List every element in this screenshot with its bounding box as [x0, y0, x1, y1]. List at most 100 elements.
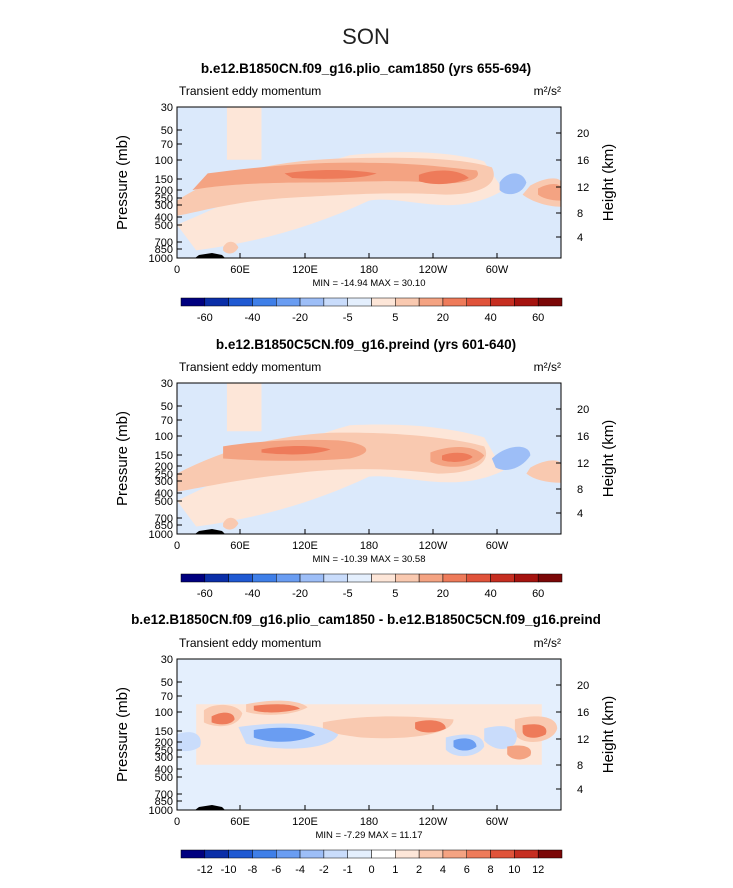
colorbar-cell [180, 849, 206, 859]
colorbar-label: -12 [197, 864, 213, 876]
contour-region [223, 241, 239, 254]
y-tick-label: 500 [155, 772, 173, 784]
colorbar-cell [514, 297, 539, 307]
colorbar-cell [418, 849, 444, 859]
colorbar-cell [276, 573, 301, 583]
units-label: m²/s² [534, 360, 561, 374]
height-tick-label: 12 [577, 182, 589, 194]
colorbar-label: -6 [271, 864, 281, 876]
colorbar-cell [537, 297, 563, 307]
x-tick-label: 180 [360, 540, 378, 552]
colorbar-cell [228, 849, 253, 859]
colorbar-cell [252, 573, 277, 583]
contour-region [284, 170, 469, 185]
y-tick-label: 200 [155, 185, 173, 197]
colorbar-cell [323, 849, 348, 859]
colorbar-label: 10 [508, 864, 520, 876]
contour-region [203, 700, 558, 742]
topography [195, 253, 225, 258]
colorbar-cell [466, 297, 491, 307]
y-tick-label: 200 [155, 461, 173, 473]
y-tick-label: 700 [155, 789, 173, 801]
y-tick-label: 30 [161, 102, 173, 114]
y-tick-label: 150 [155, 174, 173, 186]
height-tick-label: 4 [577, 784, 583, 796]
colorbar-cell [442, 297, 468, 307]
y-tick-label: 100 [155, 155, 173, 167]
y-tick-label: 50 [161, 677, 173, 689]
units-label: m²/s² [534, 84, 561, 98]
contour-region [499, 173, 527, 195]
contour-region [253, 727, 477, 751]
x-tick-label: 0 [174, 540, 180, 552]
colorbar-label: -8 [248, 864, 258, 876]
field-label: Transient eddy momentum [179, 360, 321, 374]
colorbar-cell [299, 573, 325, 583]
colorbar-cell [323, 573, 348, 583]
height-tick-label: 20 [577, 680, 589, 692]
colorbar-label: 8 [488, 864, 494, 876]
colorbar-label: -4 [295, 864, 305, 876]
min-max-stats: MIN = -14.94 MAX = 30.10 [312, 278, 425, 289]
y-tick-label: 300 [155, 476, 173, 488]
y-axis-label: Pressure (mb) [114, 411, 131, 506]
contour-region [538, 184, 561, 201]
y-tick-label: 300 [155, 200, 173, 212]
y-tick-label: 250 [155, 193, 173, 205]
colorbar-cell [466, 849, 491, 859]
contour-region [261, 446, 473, 462]
y-axis-label: Pressure (mb) [114, 135, 131, 230]
colorbar-cell [252, 297, 277, 307]
height-tick-label: 20 [577, 404, 589, 416]
field-label: Transient eddy momentum [179, 84, 321, 98]
x-tick-label: 60E [230, 264, 250, 276]
y-tick-label: 150 [155, 450, 173, 462]
colorbar-label: 5 [392, 312, 398, 324]
x-tick-label: 120E [292, 540, 318, 552]
height-tick-label: 8 [577, 484, 583, 496]
panel-title: b.e12.B1850C5CN.f09_g16.preind (yrs 601-… [216, 337, 516, 352]
y-tick-label: 30 [161, 378, 173, 390]
figure-title: SON [342, 24, 390, 49]
x-tick-label: 120W [419, 540, 448, 552]
colorbar-label: -20 [292, 588, 308, 600]
height-tick-label: 16 [577, 155, 589, 167]
y-tick-label: 70 [161, 691, 173, 703]
chart-panel-2: b.e12.B1850C5CN.f09_g16.preind (yrs 601-… [114, 337, 617, 600]
colorbar-label: 60 [532, 588, 544, 600]
height-tick-label: 12 [577, 458, 589, 470]
x-tick-label: 0 [174, 816, 180, 828]
y-tick-label: 500 [155, 496, 173, 508]
colorbar-cell [204, 297, 229, 307]
height-tick-label: 4 [577, 508, 583, 520]
colorbar-label: 20 [437, 312, 449, 324]
y-tick-label: 700 [155, 513, 173, 525]
colorbar-cell [371, 297, 396, 307]
colorbar-cell [252, 849, 277, 859]
colorbar-cell [228, 573, 253, 583]
contour-region [226, 383, 262, 432]
x-tick-label: 60W [486, 540, 509, 552]
colorbar-cell [514, 849, 539, 859]
colorbar-label: 1 [392, 864, 398, 876]
colorbar-cell [395, 297, 420, 307]
y-tick-label: 400 [155, 764, 173, 776]
y-tick-label: 50 [161, 401, 173, 413]
x-tick-label: 120E [292, 264, 318, 276]
contour-region [226, 107, 262, 160]
y-tick-label: 500 [155, 220, 173, 232]
units-label: m²/s² [534, 636, 561, 650]
contour-region [507, 745, 532, 760]
colorbar-cell [418, 573, 444, 583]
colorbar-label: -60 [197, 588, 213, 600]
y2-axis-label: Height (km) [600, 696, 617, 774]
chart-panel-1: b.e12.B1850CN.f09_g16.plio_cam1850 (yrs … [114, 61, 617, 324]
x-tick-label: 60E [230, 540, 250, 552]
y-tick-label: 250 [155, 745, 173, 757]
colorbar-cell [371, 573, 396, 583]
min-max-stats: MIN = -10.39 MAX = 30.58 [312, 554, 425, 565]
colorbar-cell [299, 297, 325, 307]
colorbar-label: -40 [244, 588, 260, 600]
colorbar-cell [204, 849, 229, 859]
field-label: Transient eddy momentum [179, 636, 321, 650]
